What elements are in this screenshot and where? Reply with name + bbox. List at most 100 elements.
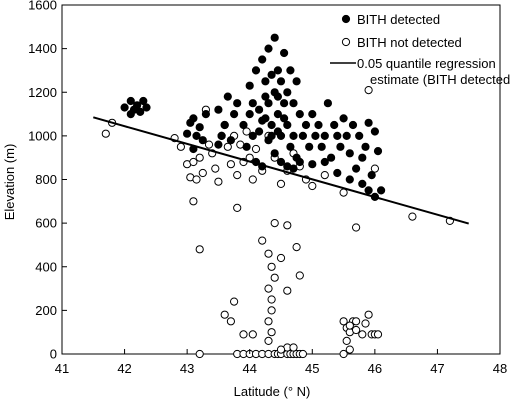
detected-point (239, 120, 248, 130)
detected-point (298, 131, 307, 140)
not-detected-point (339, 317, 348, 326)
not-detected-point (267, 306, 276, 315)
legend: BITH detected BITH not detected 0.05 qua… (330, 12, 510, 87)
not-detected-point (233, 203, 242, 212)
y-tick-label: 200 (35, 303, 57, 318)
detected-point (248, 131, 257, 140)
detected-point (342, 131, 351, 140)
y-tick-label: 400 (35, 259, 57, 274)
not-detected-point (308, 181, 317, 191)
x-tick-label: 46 (368, 361, 382, 376)
detected-point (373, 147, 383, 156)
not-detected-point (292, 243, 301, 252)
detected-point (339, 114, 348, 123)
detected-points (120, 33, 386, 201)
not-detected-point (364, 86, 373, 95)
not-detected-point (358, 330, 367, 339)
detected-point (126, 96, 135, 106)
detected-point (198, 136, 207, 145)
y-tick-label: 600 (35, 216, 57, 231)
y-tick-label: 1400 (28, 41, 57, 56)
legend-marker-not-detected (341, 37, 351, 47)
detected-point (230, 110, 239, 119)
detected-point (136, 107, 145, 117)
y-tick-label: 1000 (28, 128, 57, 143)
detected-point (305, 142, 314, 151)
not-detected-point (345, 345, 354, 354)
x-tick-label: 45 (305, 361, 319, 376)
not-detected-point (176, 142, 185, 151)
not-detected-point (223, 142, 232, 151)
not-detected-point (276, 179, 286, 188)
detected-point (120, 103, 129, 112)
detected-point (183, 129, 192, 138)
y-tick-label: 800 (35, 172, 57, 187)
x-tick-label: 47 (430, 361, 444, 376)
not-detected-point (226, 317, 235, 326)
not-detected-point (251, 144, 261, 154)
y-axis-title: Elevation (m) (2, 144, 17, 221)
not-detected-point (267, 295, 276, 304)
detected-point (142, 103, 151, 112)
not-detected-point (352, 223, 361, 232)
regression-line (93, 116, 469, 225)
not-detected-point (364, 310, 373, 319)
detected-point (270, 33, 279, 42)
detected-point (358, 179, 367, 188)
detected-point (276, 77, 286, 86)
detected-point (242, 142, 251, 151)
not-detected-point (267, 328, 276, 337)
detected-point (289, 131, 298, 140)
detected-point (283, 88, 292, 97)
detected-point (214, 105, 223, 114)
detected-point (201, 110, 210, 119)
not-detected-point (267, 262, 276, 271)
detected-point (261, 92, 270, 101)
legend-label-regression-line1: 0.05 quantile regression (357, 56, 496, 71)
not-detected-points (101, 86, 454, 359)
not-detected-point (408, 212, 417, 221)
legend-marker-detected (341, 14, 351, 24)
not-detected-point (195, 153, 204, 162)
detected-point (352, 164, 361, 173)
detected-point (320, 131, 329, 140)
not-detected-point (342, 336, 351, 345)
not-detected-point (233, 171, 242, 180)
detected-point (280, 99, 289, 108)
not-detected-point (189, 157, 198, 167)
detected-point (255, 105, 264, 114)
not-detected-point (101, 129, 110, 138)
x-tick-label: 48 (493, 361, 507, 376)
detected-point (255, 127, 264, 136)
not-detected-point (373, 330, 383, 339)
detected-point (327, 153, 336, 162)
not-detected-point (239, 330, 248, 339)
not-detected-point (220, 310, 229, 319)
not-detected-point (270, 273, 279, 282)
detected-point (214, 140, 223, 149)
detected-point (273, 66, 282, 75)
detected-point (264, 99, 273, 108)
not-detected-point (298, 349, 307, 359)
detected-point (261, 77, 270, 86)
detected-point (280, 114, 289, 123)
detected-point (358, 153, 367, 162)
detected-point (192, 131, 201, 140)
not-detected-point (230, 297, 239, 306)
detected-point (273, 110, 282, 119)
x-tick-label: 41 (55, 361, 69, 376)
not-detected-point (189, 197, 198, 206)
detected-point (314, 120, 323, 130)
not-detected-point (320, 171, 329, 180)
not-detected-point (226, 160, 235, 169)
detected-point (292, 77, 301, 86)
detected-point (264, 136, 273, 145)
legend-label-not-detected: BITH not detected (357, 35, 462, 50)
detected-point (323, 99, 332, 108)
detected-point (283, 120, 292, 130)
not-detected-point (264, 336, 273, 345)
detected-point (245, 81, 254, 90)
legend-label-regression-line2: estimate (BITH detected) (370, 72, 510, 87)
detected-point (189, 114, 198, 123)
detected-point (276, 157, 286, 167)
